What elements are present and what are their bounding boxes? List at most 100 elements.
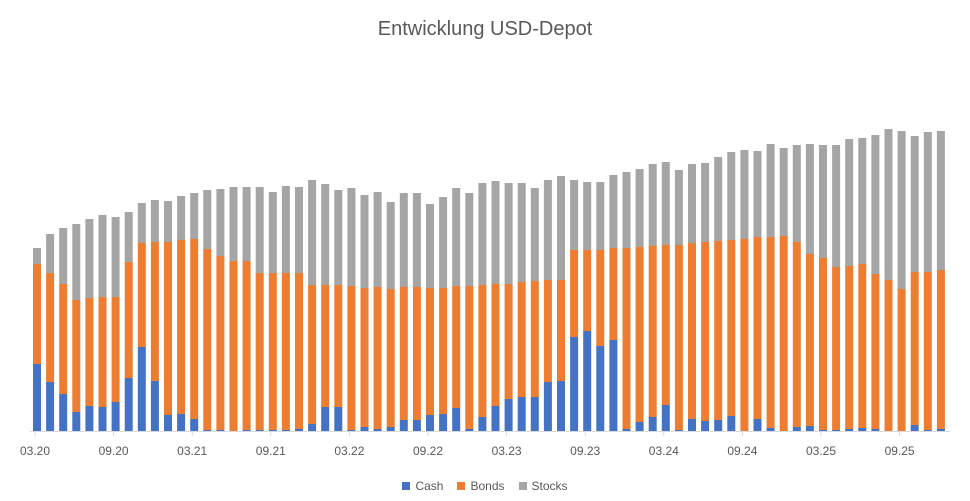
x-tick-label: 09.25 [885,444,915,458]
bar-stocks-05.21 [216,189,225,256]
bar-bonds-03.25 [819,258,827,430]
bar-stocks-01.24 [635,169,644,247]
bar-stocks-10.23 [596,182,605,250]
bar-stocks-08.22 [412,193,421,287]
bar-bonds-02.21 [177,240,186,414]
bar-cash-02.22 [334,407,343,431]
bar-stocks-04.24 [674,170,683,245]
bar-stocks-07.20 [85,219,94,298]
bar-bonds-05.25 [845,266,854,429]
bar-cash-12.22 [465,429,474,431]
bar-stocks-02.21 [177,196,186,240]
legend-item-stocks: Stocks [518,479,568,493]
bar-cash-01.21 [164,415,172,431]
legend-label-stocks: Stocks [531,479,568,493]
bar-bonds-08.24 [727,240,736,416]
bar-cash-08.20 [98,407,107,431]
bar-stocks-04.21 [203,190,212,249]
bar-bonds-12.20 [150,242,159,381]
bar-stocks-03.20 [33,248,41,264]
bar-stocks-08.25 [884,129,893,280]
plot-area: 03.20 09.20 03.21 09.21 03.22 09.22 03.23 09.23… [20,129,950,458]
bar-bonds-03.20 [33,264,41,364]
bar-stocks-06.20 [72,224,81,300]
bar-stocks-11.23 [609,175,618,248]
bar-bonds-10.21 [281,273,290,430]
bar-stocks-04.23 [517,183,526,282]
bar-stocks-09.25 [897,131,906,289]
bar-cash-07.20 [85,406,94,431]
bar-stocks-04.25 [832,145,841,267]
bar-bonds-05.23 [530,281,539,397]
bar-bonds-11.20 [137,243,146,347]
bar-bonds-09.25 [897,289,906,431]
bar-cash-04.24 [674,430,683,431]
legend-swatch-bonds [457,482,466,490]
bar-bonds-11.25 [923,272,932,430]
bar-cash-02.23 [491,406,500,431]
bar-cash-06.24 [701,421,710,431]
legend-item-bonds: Bonds [457,479,505,493]
bar-bonds-04.22 [360,288,369,427]
bar-cash-05.24 [688,419,696,431]
bar-stocks-07.24 [714,157,723,241]
bar-bonds-05.24 [688,243,696,419]
bar-stocks-02.22 [334,190,343,285]
bar-bonds-02.22 [334,285,343,407]
bar-cash-03.21 [190,419,199,431]
bar-stocks-07.22 [399,193,408,287]
bar-bonds-05.21 [216,256,225,430]
bar-cash-03.23 [504,399,513,431]
bar-stocks-03.22 [347,188,356,286]
bar-bonds-01.24 [635,247,644,422]
bar-bonds-12.23 [622,248,631,429]
bar-cash-05.22 [373,429,382,431]
bar-bonds-06.23 [543,280,552,382]
bar-bonds-03.21 [190,239,199,419]
bar-stocks-07.25 [871,135,880,274]
bar-bonds-08.22 [412,287,421,420]
bar-bonds-08.25 [884,280,893,431]
x-tick-label: 09.23 [570,444,600,458]
bar-cash-10.22 [439,414,448,431]
bar-bonds-10.22 [439,288,448,414]
bar-cash-10.20 [124,378,133,431]
bar-bonds-09.22 [426,288,434,415]
bar-cash-12.25 [936,429,945,431]
bar-bonds-10.20 [124,262,133,378]
bar-bonds-03.23 [504,284,513,399]
bar-cash-11.22 [452,408,461,431]
x-tick-label: 03.23 [492,444,522,458]
bar-cash-02.24 [648,417,657,431]
bar-stocks-05.24 [688,164,696,243]
bar-cash-12.21 [308,424,317,431]
bar-stocks-02.25 [805,144,814,254]
bar-stocks-06.23 [543,180,552,280]
bar-cash-12.23 [622,429,631,431]
bar-stocks-05.20 [59,228,68,284]
bar-stocks-09.23 [583,182,592,250]
bar-stocks-11.22 [452,188,461,286]
bar-cash-07.24 [714,420,723,431]
bar-bonds-12.21 [308,285,317,424]
bar-cash-10.23 [596,346,605,431]
bar-stocks-12.20 [150,200,159,242]
bar-stocks-11.25 [923,132,932,272]
bar-bonds-11.23 [609,248,618,340]
bar-cash-04.22 [360,427,369,431]
bar-bonds-10.24 [753,237,762,419]
bar-cash-04.25 [832,430,841,431]
bar-bonds-07.25 [871,274,880,429]
bar-bonds-08.21 [255,273,264,430]
bar-bonds-11.24 [766,237,775,428]
bar-bonds-09.23 [583,250,592,331]
bar-cash-03.25 [819,430,827,431]
bar-cash-09.22 [426,415,434,431]
bar-bonds-01.23 [478,285,487,417]
bar-stocks-09.22 [426,204,434,288]
bar-cash-01.24 [635,422,644,431]
bar-stocks-02.24 [648,164,657,246]
bar-bonds-07.21 [242,261,251,430]
bar-cash-09.23 [583,331,592,431]
bar-bonds-09.20 [111,297,120,402]
